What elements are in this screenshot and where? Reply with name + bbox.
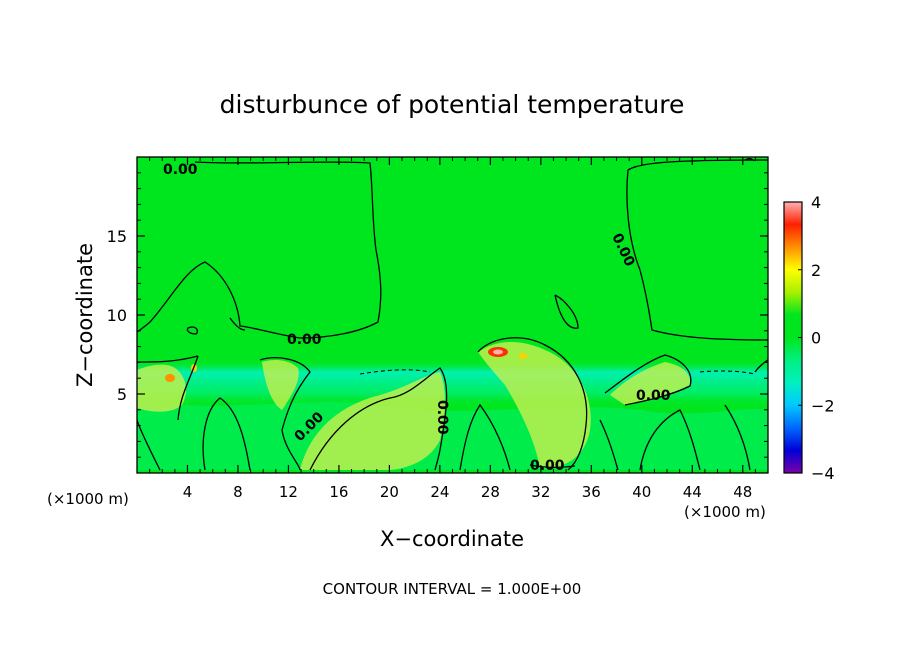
contour-interval-note: CONTOUR INTERVAL = 1.000E+00 [323, 580, 582, 598]
colorbar: 4 2 0 −2 −4 [783, 193, 835, 483]
z-unit-label: (×1000 m) [47, 490, 129, 508]
contour-label: 0.00 [636, 388, 671, 404]
x-tick-label: 44 [683, 483, 702, 501]
colorbar-tick-label: 2 [811, 261, 821, 280]
colorbar-tick-label: 0 [811, 329, 821, 348]
contour-label: 0.00 [163, 162, 198, 178]
x-tick-label: 28 [481, 483, 500, 501]
contour-label: 0.00 [287, 332, 322, 348]
colorbar-tick-label: −4 [811, 464, 835, 483]
x-tick-label: 40 [632, 483, 651, 501]
x-tick-label: 32 [531, 483, 550, 501]
colorbar-tick-label: −2 [811, 396, 835, 415]
colorbar-tick-label: 4 [811, 193, 821, 212]
x-tick-label: 12 [279, 483, 298, 501]
contour-label: 0.00 [434, 400, 450, 435]
lower-cool-region [137, 400, 768, 470]
y-tick-label: 10 [107, 306, 127, 325]
y-axis: 5 10 15 [107, 172, 768, 458]
plot-area: 0.00 0.00 0.00 0.00 0.00 0.00 0.00 [137, 157, 768, 474]
warm-cores [165, 347, 527, 382]
x-tick-label: 20 [380, 483, 399, 501]
negative-contours [359, 369, 756, 375]
x-axis-label: X−coordinate [380, 527, 524, 551]
y-tick-label: 5 [117, 385, 127, 404]
x-tick-label: 36 [582, 483, 601, 501]
y-axis-label: Z−coordinate [73, 243, 97, 387]
y-tick-label: 15 [107, 227, 127, 246]
x-tick-label: 8 [233, 483, 243, 501]
contour-label: 0.00 [530, 458, 565, 474]
positive-anomaly-regions [137, 341, 691, 470]
x-axis: 4 8 12 16 20 24 28 32 36 40 44 48 [149, 157, 756, 501]
x-tick-label: 48 [733, 483, 752, 501]
x-tick-label: 4 [183, 483, 193, 501]
zero-contours [137, 157, 768, 471]
chart-title: disturbunce of potential temperature [220, 90, 685, 119]
x-tick-label: 16 [329, 483, 348, 501]
x-unit-label: (×1000 m) [684, 503, 766, 521]
x-tick-label: 24 [430, 483, 449, 501]
